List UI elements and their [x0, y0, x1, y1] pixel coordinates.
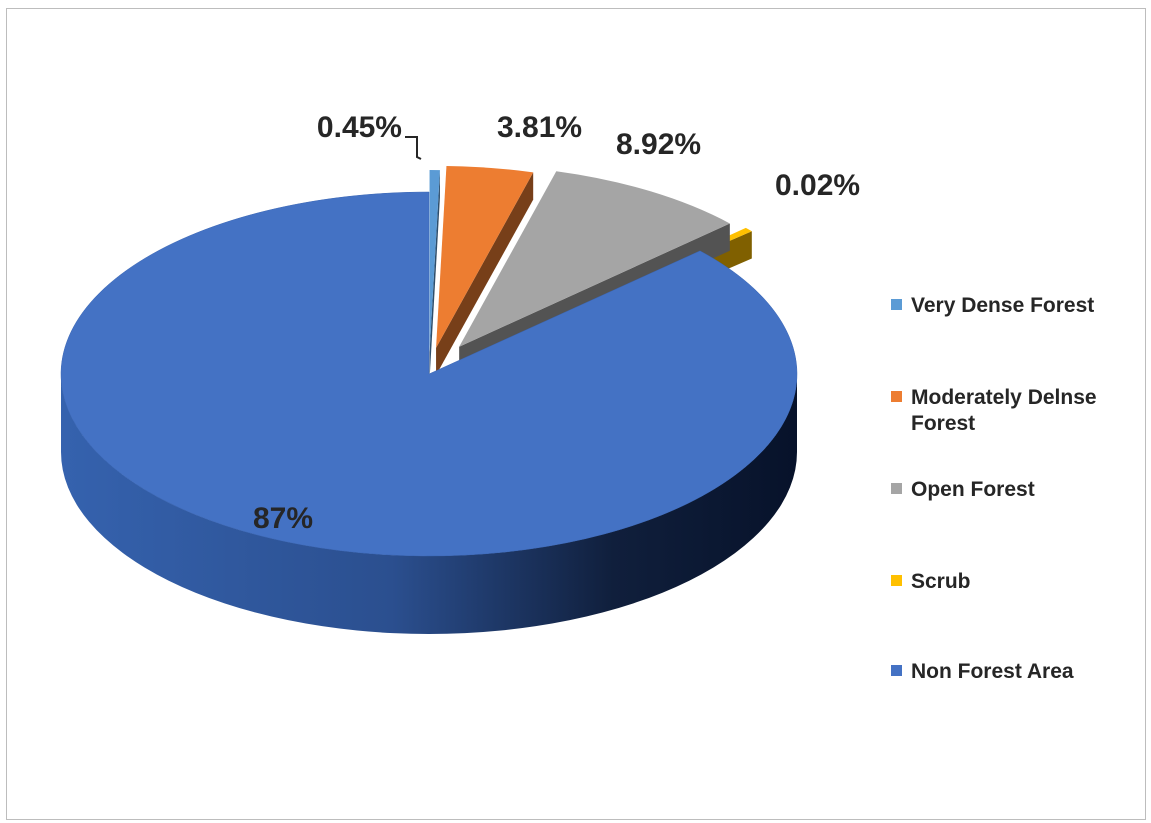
pie-slice-side: [61, 374, 797, 634]
pie-slice-top: [60, 191, 798, 557]
leader-line: [405, 136, 422, 160]
pie-slice-top: [429, 170, 440, 353]
data-label-moderately-delnse-forest: 3.81%: [497, 111, 582, 144]
pie-slice-cut: [429, 170, 440, 380]
data-label-open-forest: 8.92%: [616, 128, 701, 161]
legend-swatch: [891, 483, 902, 494]
legend-swatch: [891, 391, 902, 402]
legend-item-open-forest: Open Forest: [891, 477, 1131, 503]
pie-slice-top: [436, 165, 534, 348]
legend-label: Moderately Delnse Forest: [911, 386, 1097, 435]
data-label-non-forest-area: 87%: [253, 502, 313, 535]
legend-label: Open Forest: [911, 478, 1035, 501]
pie-slice-very-dense-forest: [429, 170, 440, 380]
legend-swatch: [891, 299, 902, 310]
chart-frame: 0.45% 3.81% 8.92% 0.02% 87% Very Dense Fores…: [6, 8, 1146, 820]
legend-label: Very Dense Forest: [911, 294, 1095, 317]
legend-item-very-dense-forest: Very Dense Forest: [891, 293, 1131, 319]
legend-swatch: [891, 575, 902, 586]
pie-slice-cut: [436, 172, 534, 376]
data-label-scrub: 0.02%: [775, 169, 860, 202]
pie-chart: 0.45% 3.81% 8.92% 0.02% 87%: [60, 111, 860, 634]
legend-swatch: [891, 665, 902, 676]
legend-label: Scrub: [911, 570, 971, 593]
pie-slice-non-forest-area: [60, 191, 798, 634]
pie-slice-moderately-delnse-forest: [436, 165, 534, 376]
legend-item-non-forest-area: Non Forest Area: [891, 659, 1131, 685]
legend-item-moderately-delnse-forest: Moderately Delnse Forest: [891, 385, 1111, 437]
legend-label: Non Forest Area: [911, 660, 1074, 683]
legend-item-scrub: Scrub: [891, 569, 1131, 595]
data-label-very-dense-forest: 0.45%: [317, 111, 402, 144]
pie-slice-top: [459, 171, 730, 347]
